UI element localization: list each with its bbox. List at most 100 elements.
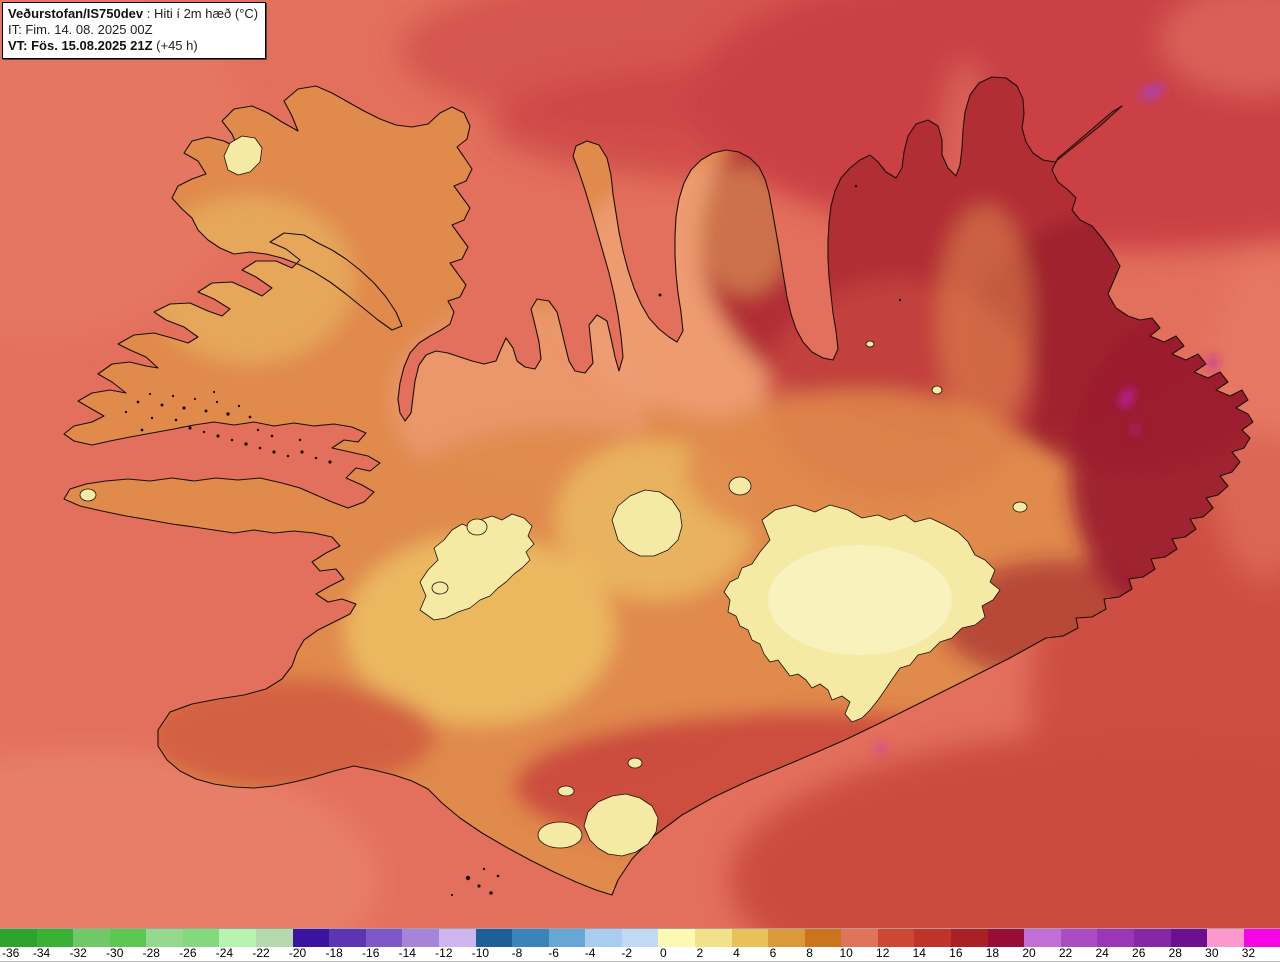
colorbar-cell: [1243, 929, 1280, 947]
colorbar-cell: [841, 929, 878, 947]
colorbar-cell: [768, 929, 805, 947]
glacier-langjokull: [419, 513, 535, 621]
colorbar-cell: [36, 929, 74, 947]
glacier-hofsjokull: [611, 489, 683, 557]
ocean-temperature-shading: [0, 0, 1280, 928]
north-coast-islets: [658, 184, 902, 302]
breidafjordur-islands: [124, 390, 332, 464]
colorbar-cell: [694, 929, 732, 947]
glacier-eiriksjokull: [466, 518, 488, 536]
colorbar-cell: [987, 929, 1025, 947]
colorbar-label: -28: [142, 946, 160, 960]
lead-time: (+45 h): [152, 38, 198, 53]
glacier-myrdalsjokull: [583, 793, 659, 857]
colorbar-cell: [438, 929, 476, 947]
valid-time: VT: Fös. 15.08.2025 21Z: [8, 38, 153, 53]
colorbar-cell: [1133, 929, 1171, 947]
colorbar-cell: [219, 929, 257, 947]
iceland-map-graphic: [0, 0, 1280, 928]
glacier-snaefellsjokull: [79, 488, 97, 502]
colorbar-label: 14: [912, 946, 926, 960]
colorbar-cell: [585, 929, 622, 947]
colorbar-label: -6: [548, 946, 559, 960]
map-parameter-title: : Hiti í 2m hæð (°C): [143, 6, 259, 21]
colorbar-label: 18: [985, 946, 1000, 960]
colorbar-cell: [256, 929, 293, 947]
colorbar-cell: [1207, 929, 1244, 947]
colorbar-cell: [1060, 929, 1098, 947]
colorbar-label: 20: [1022, 946, 1036, 960]
colorbar-label: -36: [2, 946, 20, 960]
colorbar-label: -16: [362, 946, 380, 960]
colorbar-cell: [1170, 929, 1208, 947]
colorbar-label: 28: [1168, 946, 1182, 960]
colorbar-label: -32: [69, 946, 87, 960]
colorbar-cell: [402, 929, 439, 947]
map-info-box: Veðurstofan/IS750dev : Hiti í 2m hæð (°C…: [2, 2, 267, 59]
glacier-vatnajokull-core: [768, 545, 952, 655]
colorbar-label: 24: [1095, 946, 1109, 960]
colorbar-label: -12: [435, 946, 453, 960]
glacier-eyjafjallajokull: [537, 821, 583, 849]
colorbar-cell: [512, 929, 549, 947]
temperature-map: Veðurstofan/IS750dev : Hiti í 2m hæð (°C…: [0, 0, 1280, 928]
colorbar-cell: [658, 929, 695, 947]
glacier-drangajokull: [223, 135, 263, 176]
glacier-small-east: [1012, 501, 1028, 513]
colorbar-cell: [804, 929, 842, 947]
colorbar-label: 32: [1241, 946, 1256, 960]
glaciers: [79, 135, 1028, 857]
colorbar-label: -26: [179, 946, 197, 960]
colorbar-label: 12: [876, 946, 890, 960]
colorbar-cell: [182, 929, 220, 947]
colorbar-label: 8: [806, 946, 813, 960]
colorbar-cell: [73, 929, 110, 947]
colorbar-label: -18: [325, 946, 343, 960]
colorbar-cell: [1024, 929, 1061, 947]
colorbar-cell: [109, 929, 147, 947]
colorbar-label: 22: [1058, 946, 1073, 960]
colorbar-cell: [0, 929, 37, 947]
colorbar-label: 16: [949, 946, 963, 960]
colorbar: [0, 928, 1280, 947]
colorbar-label: 4: [733, 946, 740, 960]
glacier-thorisjokull: [431, 581, 449, 595]
colorbar-cell: [548, 929, 586, 947]
colorbar-cell: [146, 929, 183, 947]
vestmannaeyjar-islands: [450, 867, 500, 897]
colorbar-cell: [365, 929, 403, 947]
colorbar-cell: [951, 929, 988, 947]
colorbar-label: 30: [1205, 946, 1219, 960]
colorbar-cell: [877, 929, 915, 947]
colorbar-cell: [292, 929, 330, 947]
hot-spots: [876, 84, 1219, 753]
colorbar-label: -8: [511, 946, 523, 960]
colorbar-label: 2: [696, 946, 704, 960]
model-name: Veðurstofan/IS750dev: [8, 6, 144, 21]
colorbar-label: -22: [252, 946, 270, 960]
colorbar-cell: [731, 929, 769, 947]
colorbar-cell: [329, 929, 366, 947]
colorbar-label: -4: [584, 946, 596, 960]
colorbar-cell: [621, 929, 659, 947]
colorbar-label: -2: [621, 946, 633, 960]
colorbar-label: -10: [471, 946, 490, 960]
colorbar-label: 0: [659, 946, 667, 960]
colorbar-label: -30: [106, 946, 124, 960]
colorbar-label: -24: [215, 946, 234, 960]
glacier-tungnafellsjokull: [728, 476, 752, 496]
colorbar-cell: [914, 929, 952, 947]
glacier-small-ne-1: [931, 385, 943, 395]
valid-time-line: VT: Fös. 15.08.2025 21Z (+45 h): [8, 38, 258, 54]
colorbar-label: -34: [32, 946, 51, 960]
colorbar-label: -20: [288, 946, 307, 960]
colorbar-label: 6: [769, 946, 777, 960]
map-title-line: Veðurstofan/IS750dev : Hiti í 2m hæð (°C…: [8, 6, 258, 22]
init-time-line: IT: Fim. 14. 08. 2025 00Z: [8, 22, 153, 37]
colorbar-label: 26: [1132, 946, 1146, 960]
colorbar-label: -14: [398, 946, 416, 960]
colorbar-label: 10: [839, 946, 853, 960]
colorbar-cell: [1097, 929, 1134, 947]
glacier-small-ne-2: [865, 340, 875, 348]
